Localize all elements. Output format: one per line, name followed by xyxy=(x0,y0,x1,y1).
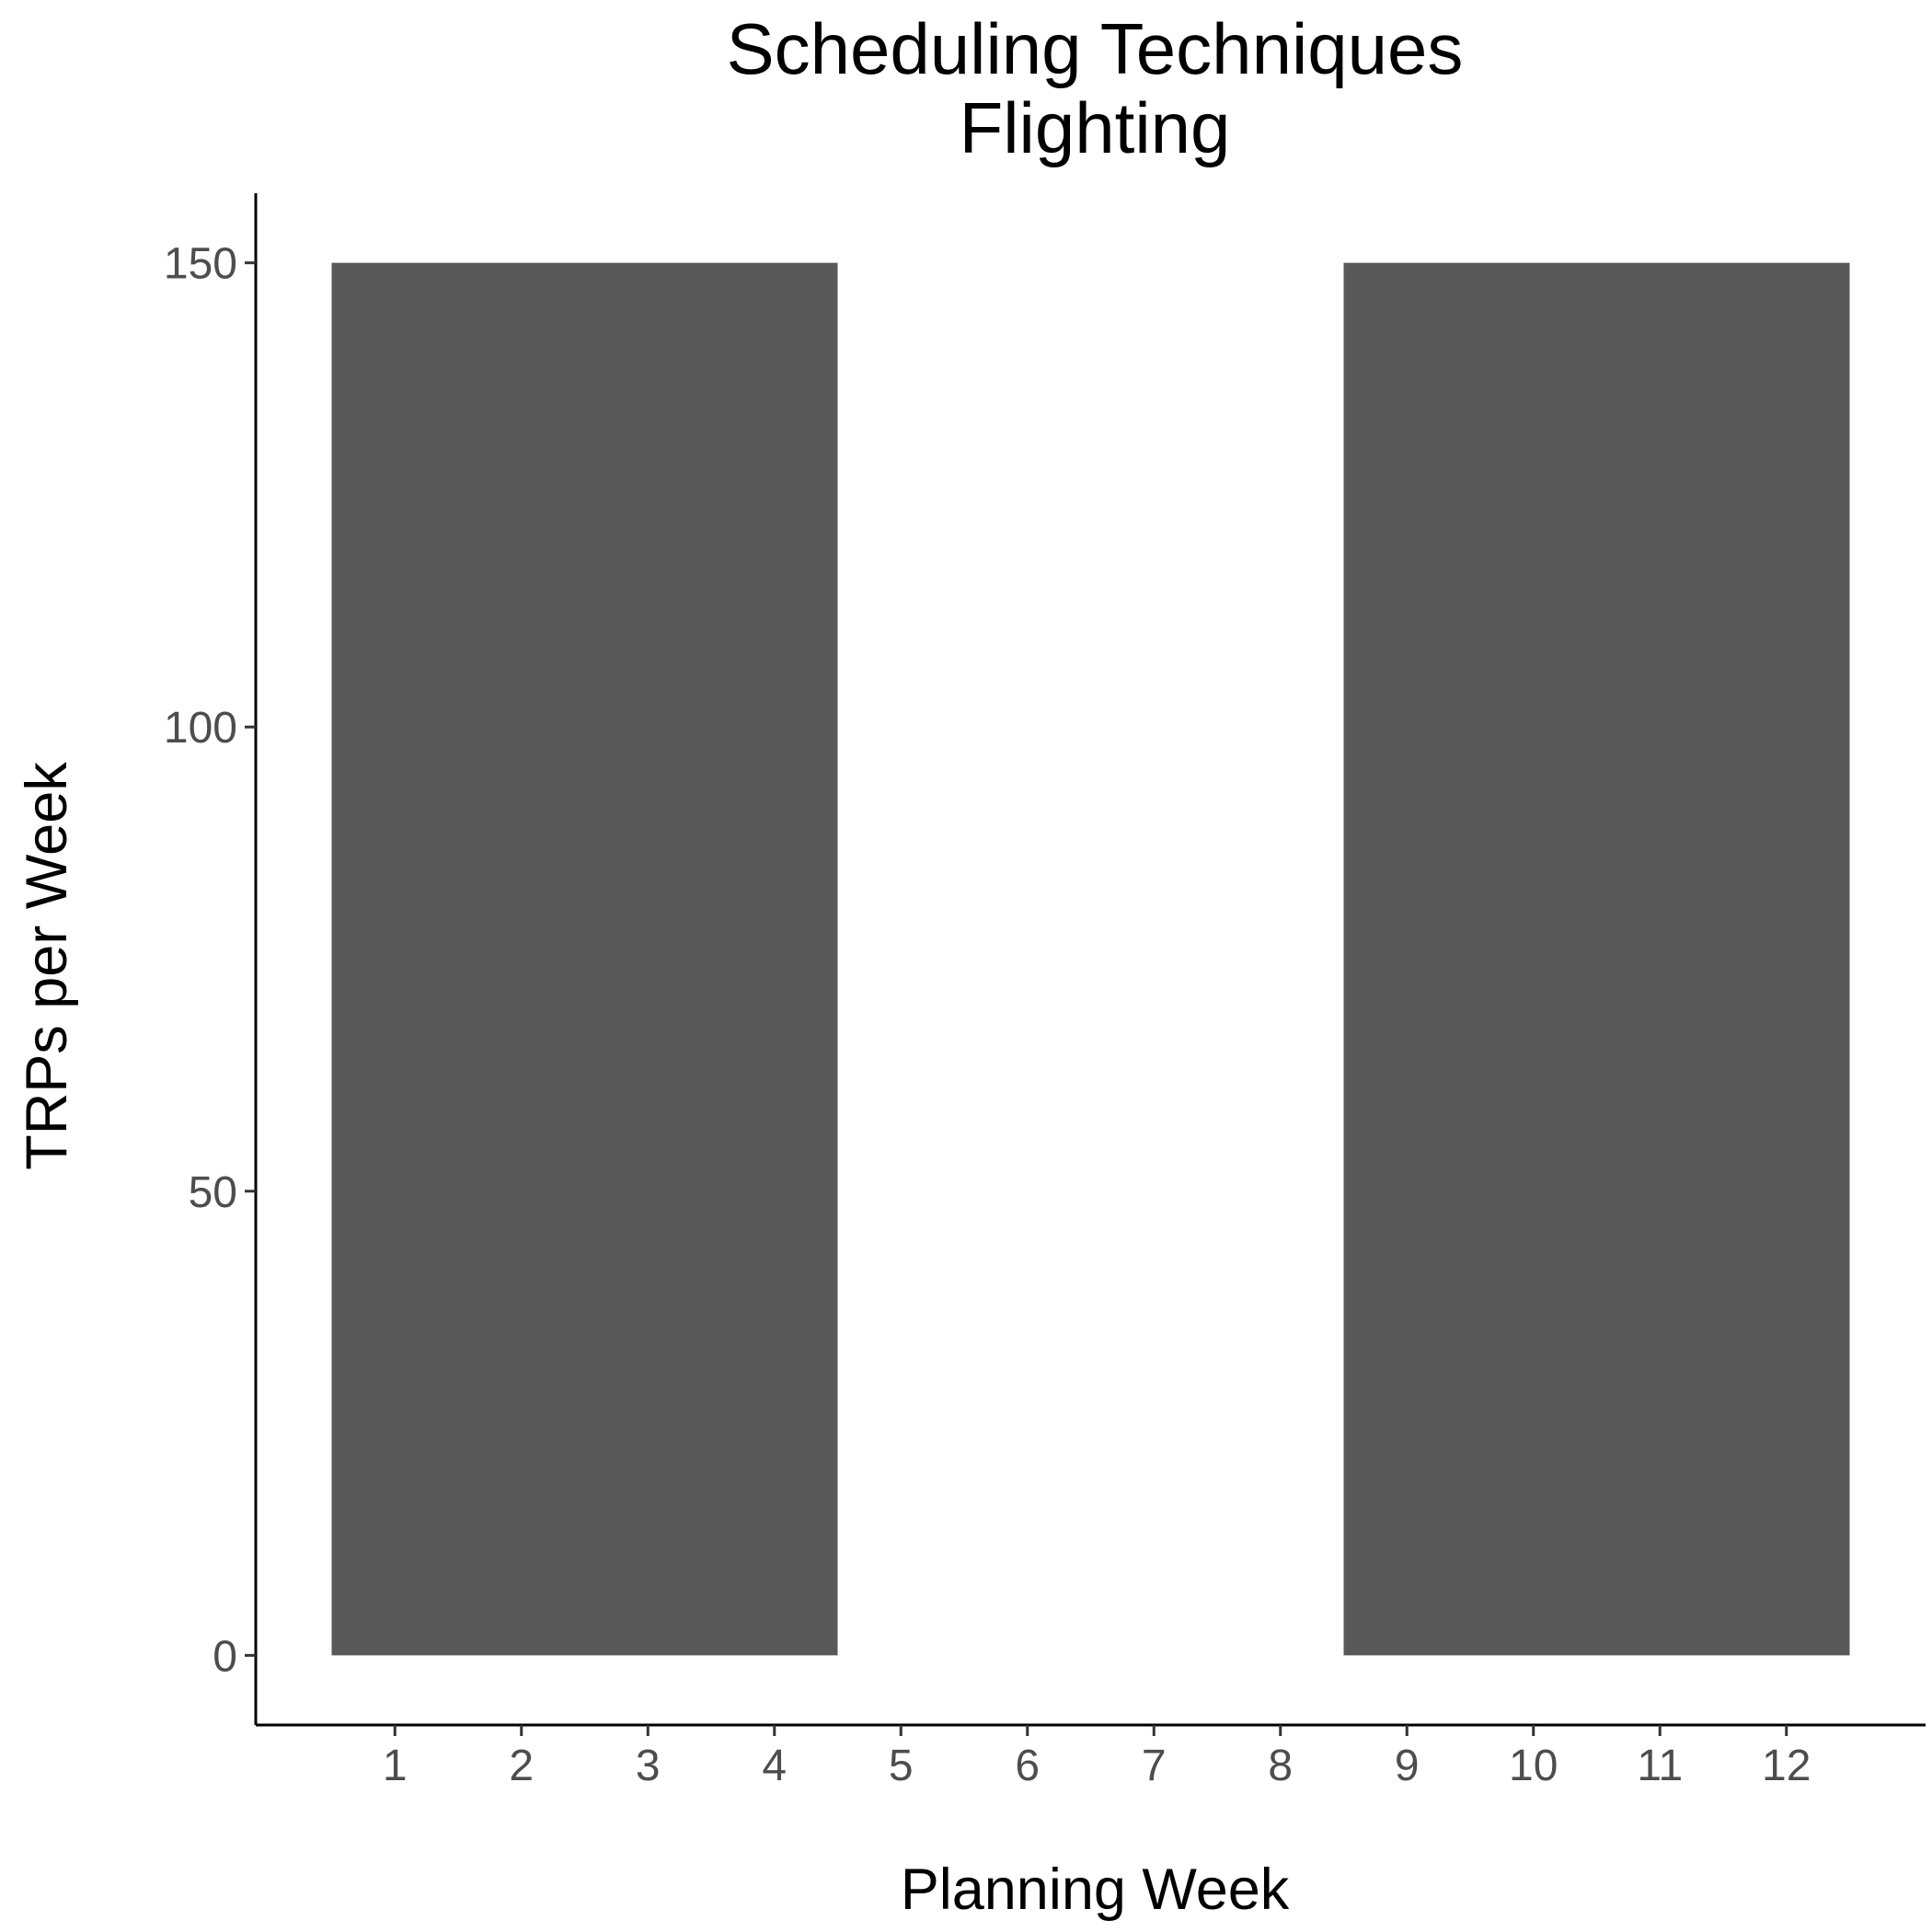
x-tick-label: 1 xyxy=(383,1742,408,1790)
axes-layer xyxy=(254,193,1926,1727)
x-tick-label: 4 xyxy=(762,1742,787,1790)
y-tick-label: 150 xyxy=(164,240,237,289)
x-tick-label: 12 xyxy=(1762,1742,1811,1790)
y-tick-label: 0 xyxy=(213,1632,237,1681)
bar-week-10 xyxy=(1470,262,1597,1656)
bar-week-1 xyxy=(331,262,458,1656)
x-tick-label: 5 xyxy=(889,1742,914,1790)
x-tick-label: 11 xyxy=(1637,1742,1683,1790)
x-tick-label: 10 xyxy=(1509,1742,1558,1790)
bar-week-3 xyxy=(584,262,711,1656)
x-tick-label: 9 xyxy=(1395,1742,1420,1790)
chart-title: Scheduling Techniques xyxy=(727,8,1464,89)
bars-layer xyxy=(331,262,1850,1656)
x-tick-label: 7 xyxy=(1142,1742,1167,1790)
y-axis-title: TRPs per Week xyxy=(15,762,79,1170)
x-tick-label: 3 xyxy=(636,1742,661,1790)
bar-week-9 xyxy=(1343,262,1470,1656)
bar-week-12 xyxy=(1723,262,1850,1656)
bar-week-11 xyxy=(1596,262,1723,1656)
x-tick-label: 2 xyxy=(509,1742,534,1790)
x-axis-title: Planning Week xyxy=(901,1857,1290,1922)
chart-subtitle: Flighting xyxy=(960,87,1231,168)
y-tick-label: 100 xyxy=(164,704,237,753)
x-tick-label: 8 xyxy=(1268,1742,1293,1790)
y-tick-label: 50 xyxy=(189,1168,237,1217)
x-tick-label: 6 xyxy=(1015,1742,1040,1790)
bar-week-2 xyxy=(458,262,585,1656)
bar-week-4 xyxy=(711,262,838,1656)
